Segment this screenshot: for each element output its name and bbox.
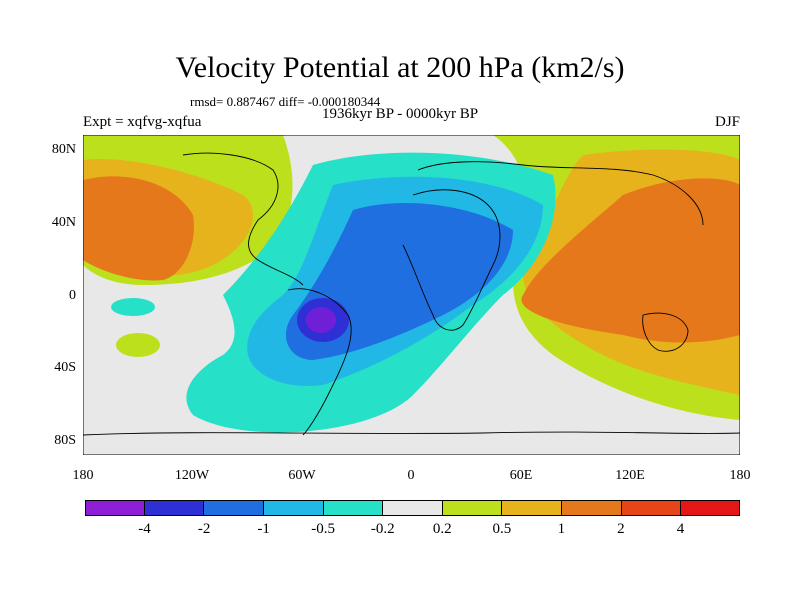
colorbar-swatch xyxy=(502,500,563,516)
coastlines xyxy=(83,152,740,436)
colorbar-tick-label: -2 xyxy=(197,521,211,537)
colorbar-swatch xyxy=(263,500,324,516)
colorbar-swatch xyxy=(144,500,205,516)
colorbar-swatch xyxy=(681,500,741,516)
lon-label: 180 xyxy=(72,468,94,483)
coast-eurasia xyxy=(417,161,704,226)
colorbar-tick-label: -1 xyxy=(257,521,270,537)
colorbar-swatch xyxy=(621,500,682,516)
colorbar-tick-label: 0.5 xyxy=(492,521,512,537)
colorbar xyxy=(85,500,741,516)
experiment-label: Expt = xqfvg-xqfua xyxy=(83,114,202,130)
stats-line: rmsd= 0.887467 diff= -0.000180344 xyxy=(190,94,381,109)
colorbar-swatch xyxy=(442,500,503,516)
coast-north-america xyxy=(182,152,304,286)
lat-label: 80N xyxy=(51,142,76,157)
colorbar-tick-label: -0.5 xyxy=(311,521,336,537)
lon-label: 180 xyxy=(729,468,751,483)
period-line: 1936kyr BP - 0000kyr BP xyxy=(321,106,479,122)
lon-label: 60W xyxy=(288,468,316,483)
field-positive-blob-south xyxy=(116,333,160,357)
field-negative-4 xyxy=(306,307,336,333)
coast-australia xyxy=(642,312,689,352)
lon-label: 120W xyxy=(174,468,210,483)
colorbar-swatch xyxy=(204,500,264,516)
colorbar-tick-label: 2 xyxy=(617,521,625,537)
lon-label: 0 xyxy=(407,468,415,483)
colorbar-swatch xyxy=(323,500,384,516)
colorbar-swatch xyxy=(383,500,443,516)
lat-label: 40N xyxy=(51,215,76,230)
velocity-potential-map xyxy=(82,134,741,456)
colorbar-tick-label: -4 xyxy=(138,521,151,537)
colorbar-swatch xyxy=(562,500,622,516)
colorbar-tick-label: 1 xyxy=(557,521,566,537)
map-panel xyxy=(82,134,741,456)
lon-label: 120E xyxy=(615,468,645,483)
lat-label: 40S xyxy=(54,360,76,375)
lon-label: 60E xyxy=(509,468,533,483)
field-positive-east-1 xyxy=(521,178,740,343)
colorbar-swatch xyxy=(85,500,145,516)
coast-antarctica xyxy=(83,431,740,436)
season-label: DJF xyxy=(714,114,740,130)
field-negative-blob-pacific xyxy=(111,298,155,316)
colorbar-tick-label: 4 xyxy=(676,521,685,537)
lat-label: 80S xyxy=(54,433,76,448)
plot-title: Velocity Potential at 200 hPa (km2/s) xyxy=(175,51,625,84)
field-positive-west-1 xyxy=(83,176,194,281)
colorbar-tick-label: -0.2 xyxy=(370,521,395,537)
coast-south-america xyxy=(287,288,352,436)
colorbar-tick-label: 0.2 xyxy=(432,521,452,537)
coast-africa xyxy=(402,189,501,331)
lat-label: 0 xyxy=(69,288,76,303)
